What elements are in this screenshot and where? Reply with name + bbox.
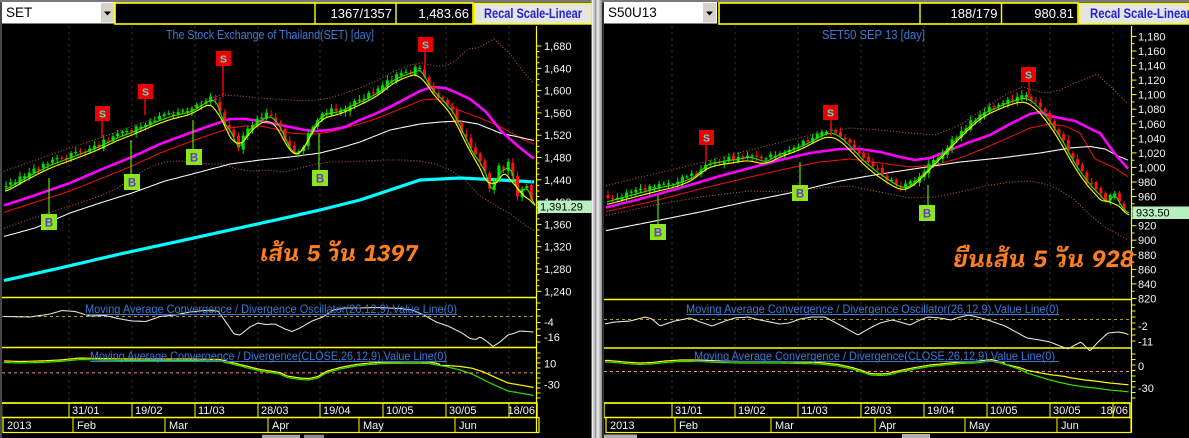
svg-text:S: S bbox=[422, 40, 429, 52]
svg-text:1,320: 1,320 bbox=[544, 242, 572, 254]
svg-text:Recal Scale-Linear: Recal Scale-Linear bbox=[484, 6, 583, 21]
svg-text:1,080: 1,080 bbox=[1138, 104, 1166, 116]
svg-text:820: 820 bbox=[1138, 294, 1156, 306]
svg-text:SET50 SEP 13 [day]: SET50 SEP 13 [day] bbox=[822, 28, 925, 42]
svg-text:Mar: Mar bbox=[169, 420, 188, 432]
svg-text:Feb: Feb bbox=[679, 420, 698, 432]
svg-text:B: B bbox=[923, 209, 931, 221]
svg-text:Moving Average Convergence / D: Moving Average Convergence / Divergence(… bbox=[694, 349, 1055, 363]
svg-text:1,640: 1,640 bbox=[544, 63, 572, 75]
svg-text:28/03: 28/03 bbox=[864, 405, 892, 417]
svg-text:860: 860 bbox=[1138, 264, 1156, 276]
svg-text:840: 840 bbox=[1138, 279, 1156, 291]
svg-text:1,483.66: 1,483.66 bbox=[418, 6, 469, 21]
svg-text:10: 10 bbox=[544, 359, 556, 371]
svg-text:B: B bbox=[796, 189, 804, 201]
svg-text:31/01: 31/01 bbox=[72, 405, 100, 417]
svg-text:SET: SET bbox=[6, 5, 32, 20]
svg-text:11/03: 11/03 bbox=[198, 405, 225, 417]
svg-text:Moving Average Convergence / D: Moving Average Convergence / Divergence … bbox=[85, 302, 457, 316]
svg-text:Jun: Jun bbox=[1061, 420, 1079, 432]
svg-text:-30: -30 bbox=[544, 380, 560, 392]
svg-text:-2: -2 bbox=[1138, 321, 1148, 333]
svg-text:31/01: 31/01 bbox=[675, 405, 703, 417]
svg-text:980.81: 980.81 bbox=[1034, 6, 1074, 21]
svg-text:-4: -4 bbox=[544, 317, 554, 329]
svg-text:18/06: 18/06 bbox=[507, 405, 535, 417]
svg-text:1,140: 1,140 bbox=[1138, 61, 1166, 73]
svg-text:1,100: 1,100 bbox=[1138, 90, 1166, 102]
svg-text:2013: 2013 bbox=[7, 420, 31, 432]
svg-text:1,680: 1,680 bbox=[544, 41, 572, 53]
svg-text:Jun: Jun bbox=[459, 420, 477, 432]
svg-text:The Stock Exchange of Thailand: The Stock Exchange of Thailand(SET) [day… bbox=[166, 28, 374, 42]
svg-text:933.50: 933.50 bbox=[1136, 208, 1170, 220]
svg-text:30/05: 30/05 bbox=[449, 405, 477, 417]
svg-text:1,040: 1,040 bbox=[1138, 133, 1166, 145]
svg-text:1,560: 1,560 bbox=[544, 108, 572, 120]
svg-text:1,120: 1,120 bbox=[1138, 75, 1166, 87]
svg-text:1,060: 1,060 bbox=[1138, 119, 1166, 131]
svg-text:S: S bbox=[703, 133, 710, 145]
svg-text:19/02: 19/02 bbox=[738, 405, 766, 417]
svg-text:B: B bbox=[190, 153, 198, 165]
svg-text:1,280: 1,280 bbox=[544, 264, 572, 276]
svg-text:19/04: 19/04 bbox=[927, 405, 955, 417]
svg-text:Apr: Apr bbox=[879, 420, 896, 432]
svg-text:1,020: 1,020 bbox=[1138, 148, 1166, 160]
svg-text:-16: -16 bbox=[544, 332, 560, 344]
svg-text:1,000: 1,000 bbox=[1138, 162, 1166, 174]
svg-text:11/03: 11/03 bbox=[801, 405, 828, 417]
svg-text:S: S bbox=[142, 87, 149, 99]
svg-text:18/06: 18/06 bbox=[1100, 405, 1128, 417]
svg-text:Mar: Mar bbox=[775, 420, 794, 432]
svg-text:1,160: 1,160 bbox=[1138, 46, 1166, 58]
svg-text:30/05: 30/05 bbox=[1053, 405, 1081, 417]
svg-text:1,600: 1,600 bbox=[544, 86, 572, 98]
svg-text:B: B bbox=[316, 174, 324, 186]
svg-text:1,360: 1,360 bbox=[544, 219, 572, 231]
svg-text:-11: -11 bbox=[1138, 337, 1153, 349]
svg-text:10/05: 10/05 bbox=[386, 405, 414, 417]
svg-text:1,240: 1,240 bbox=[544, 286, 572, 298]
svg-text:Moving Average Convergence / D: Moving Average Convergence / Divergence(… bbox=[90, 349, 447, 363]
svg-text:19/02: 19/02 bbox=[135, 405, 163, 417]
svg-text:S: S bbox=[1025, 70, 1032, 82]
svg-text:B: B bbox=[654, 228, 662, 240]
svg-text:S: S bbox=[220, 54, 227, 66]
svg-text:1,180: 1,180 bbox=[1138, 31, 1166, 43]
svg-text:28/03: 28/03 bbox=[261, 405, 289, 417]
svg-text:880: 880 bbox=[1138, 250, 1156, 262]
svg-text:960: 960 bbox=[1138, 192, 1156, 204]
svg-text:980: 980 bbox=[1138, 177, 1156, 189]
svg-text:Feb: Feb bbox=[77, 420, 96, 432]
svg-text:2013: 2013 bbox=[610, 420, 634, 432]
svg-text:S: S bbox=[827, 108, 834, 120]
svg-text:1,440: 1,440 bbox=[544, 175, 572, 187]
svg-text:19/04: 19/04 bbox=[323, 405, 351, 417]
svg-text:S50U13: S50U13 bbox=[608, 5, 657, 20]
svg-text:B: B bbox=[45, 218, 53, 230]
svg-text:10/05: 10/05 bbox=[990, 405, 1018, 417]
svg-text:900: 900 bbox=[1138, 235, 1156, 247]
svg-text:1,391.29: 1,391.29 bbox=[540, 202, 583, 214]
svg-text:B: B bbox=[128, 178, 136, 190]
svg-text:-30: -30 bbox=[1138, 383, 1154, 395]
svg-text:188/179: 188/179 bbox=[951, 6, 998, 21]
svg-text:Moving Average Convergence / D: Moving Average Convergence / Divergence … bbox=[686, 302, 1059, 316]
svg-text:S: S bbox=[99, 109, 106, 121]
svg-text:Apr: Apr bbox=[272, 420, 289, 432]
svg-text:Recal Scale-Linear: Recal Scale-Linear bbox=[1090, 6, 1189, 21]
svg-text:May: May bbox=[969, 420, 990, 432]
svg-text:1,520: 1,520 bbox=[544, 130, 572, 142]
svg-text:920: 920 bbox=[1138, 221, 1156, 233]
svg-text:May: May bbox=[363, 420, 384, 432]
svg-text:1,480: 1,480 bbox=[544, 153, 572, 165]
svg-text:0: 0 bbox=[1138, 361, 1144, 373]
svg-text:1367/1357: 1367/1357 bbox=[331, 6, 392, 21]
